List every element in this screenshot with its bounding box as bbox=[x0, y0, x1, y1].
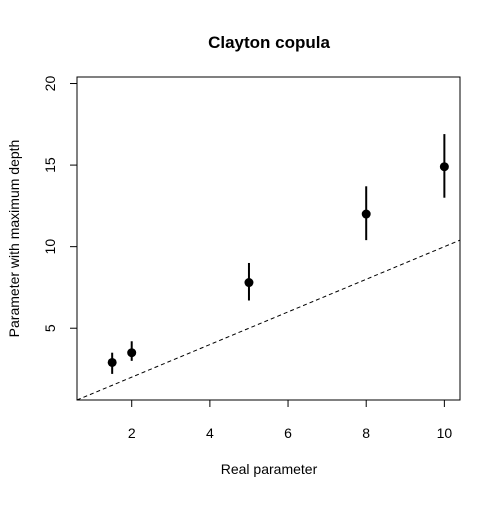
y-tick-label-10: 10 bbox=[42, 239, 58, 255]
y-tick-label-15: 15 bbox=[42, 157, 58, 173]
y-axis: 5 10 15 20 bbox=[42, 76, 78, 332]
x-tick-label-2: 2 bbox=[128, 425, 136, 441]
data-point-1 bbox=[107, 357, 117, 367]
data-point-layer bbox=[107, 162, 449, 367]
x-tick-label-10: 10 bbox=[437, 425, 453, 441]
error-bar-layer bbox=[111, 134, 446, 374]
data-point-3 bbox=[244, 278, 254, 288]
x-tick-label-6: 6 bbox=[284, 425, 292, 441]
data-point-4 bbox=[361, 209, 371, 219]
x-axis: 2 4 6 8 10 bbox=[128, 399, 453, 441]
chart-title: Clayton copula bbox=[208, 33, 330, 52]
x-tick-label-4: 4 bbox=[206, 425, 214, 441]
y-tick-label-5: 5 bbox=[42, 324, 58, 332]
reference-line-layer bbox=[76, 239, 461, 401]
y-tick-label-20: 20 bbox=[42, 76, 58, 92]
data-point-2 bbox=[127, 348, 137, 358]
y-axis-label: Parameter with maximum depth bbox=[6, 140, 22, 338]
x-tick-label-8: 8 bbox=[362, 425, 370, 441]
reference-line bbox=[76, 239, 461, 401]
data-point-5 bbox=[439, 162, 449, 172]
x-axis-label: Real parameter bbox=[221, 461, 318, 477]
